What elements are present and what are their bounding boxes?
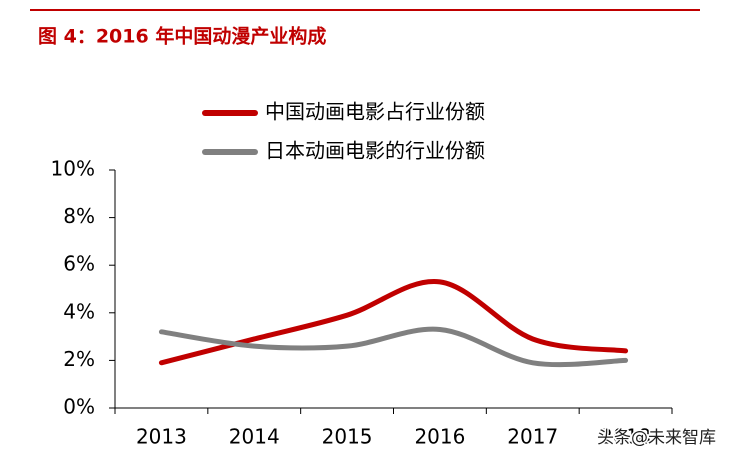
series-line <box>158 279 629 366</box>
chart-title: 图 4：2016 年中国动漫产业构成 <box>38 25 326 48</box>
y-tick-label: 6% <box>63 252 95 276</box>
y-tick-label: 10% <box>51 157 95 181</box>
legend-label: 中国动画电影占行业份额 <box>265 100 485 124</box>
watermark: 头条@未来智库 <box>597 428 716 448</box>
y-tick-label: 0% <box>63 395 95 419</box>
y-tick-label: 8% <box>63 204 95 228</box>
y-tick-label: 2% <box>63 347 95 371</box>
y-tick-label: 4% <box>63 299 95 323</box>
x-tick-label: 2015 <box>322 425 373 449</box>
x-tick-label: 2017 <box>507 425 558 449</box>
x-tick-label: 2018 <box>600 425 651 449</box>
legend-label: 日本动画电影的行业份额 <box>265 139 485 163</box>
x-tick-label: 2013 <box>136 425 187 449</box>
x-tick-label: 2014 <box>229 425 280 449</box>
series-line <box>158 326 629 368</box>
x-tick-label: 2016 <box>414 425 465 449</box>
